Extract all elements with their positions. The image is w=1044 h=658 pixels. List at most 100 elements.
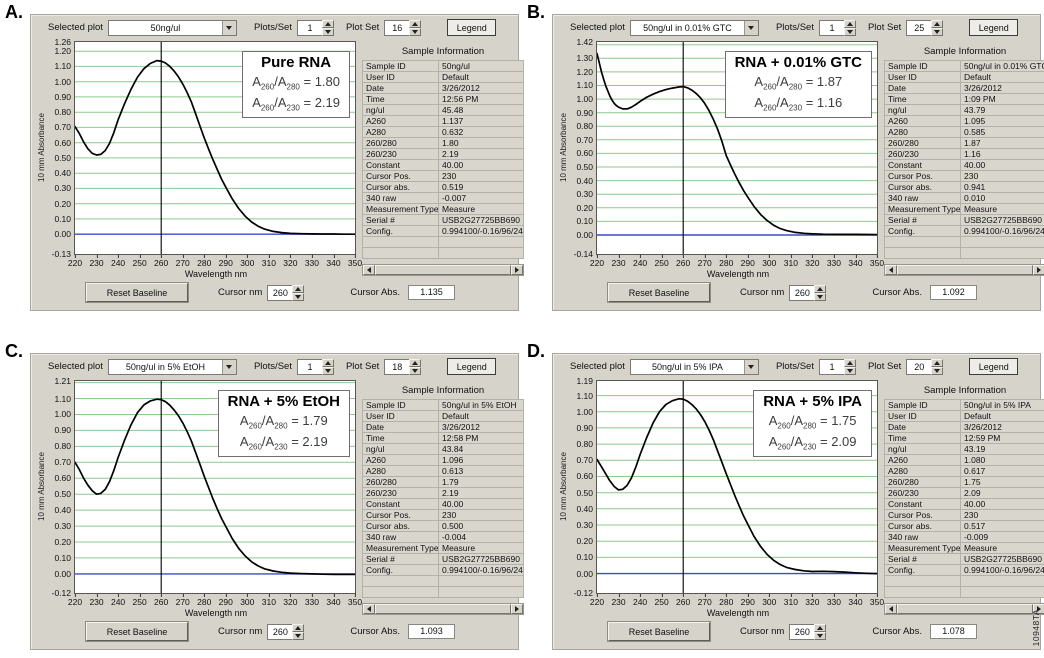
info-scrollbar[interactable] [884, 603, 1044, 615]
spin-up-icon[interactable] [292, 284, 305, 293]
spin-up-icon[interactable] [321, 358, 334, 367]
spin-up-icon[interactable] [931, 358, 944, 367]
plots-per-set-spinner[interactable]: 1 [296, 19, 334, 36]
reset-baseline-button[interactable]: Reset Baseline [608, 622, 710, 641]
x-axis-title: Wavelength nm [184, 608, 248, 618]
spin-up-icon[interactable] [931, 19, 944, 28]
info-value: Measure [438, 203, 524, 215]
legend-button[interactable]: Legend [969, 19, 1019, 36]
x-tick-label: 270 [697, 255, 712, 268]
info-row: Serial # USB2G27725BB690 [362, 553, 524, 565]
spin-down-icon[interactable] [931, 27, 944, 36]
spin-down-icon[interactable] [843, 366, 856, 375]
legend-button[interactable]: Legend [447, 19, 497, 36]
spin-up-icon[interactable] [843, 19, 856, 28]
scrollbar-thumb[interactable] [897, 604, 1033, 614]
info-row: User ID Default [362, 410, 524, 422]
spin-up-icon[interactable] [409, 358, 422, 367]
info-scrollbar[interactable] [362, 264, 524, 276]
legend-button[interactable]: Legend [447, 358, 497, 375]
spin-up-icon[interactable] [321, 19, 334, 28]
plot-set-spinner[interactable]: 20 [906, 358, 944, 375]
spin-up-icon[interactable] [843, 358, 856, 367]
spin-down-icon[interactable] [814, 631, 827, 640]
spin-down-icon[interactable] [321, 366, 334, 375]
info-label: ng/ul [884, 104, 961, 116]
reset-baseline-button[interactable]: Reset Baseline [86, 622, 188, 641]
cursor-abs-field[interactable]: 1.078 [929, 624, 977, 639]
spin-up-icon[interactable] [814, 284, 827, 293]
info-scrollbar[interactable] [884, 264, 1044, 276]
x-axis-ticks: 220 230 240 250 260 270 280 290 300 310 320 330 340 3… [68, 594, 362, 608]
info-value: 50ng/ul in 5% IPA [960, 399, 1044, 411]
chevron-down-icon[interactable] [221, 20, 236, 35]
plot-set-spinner[interactable]: 16 [384, 19, 422, 36]
chevron-down-icon[interactable] [743, 20, 758, 35]
scroll-right-icon[interactable] [511, 604, 523, 614]
info-value: 43.19 [960, 443, 1044, 455]
selected-plot-dropdown[interactable]: 50ng/ul [107, 19, 237, 36]
scroll-right-icon[interactable] [1033, 604, 1044, 614]
info-row: A280 0.632 [362, 126, 524, 138]
cursor-abs-field[interactable]: 1.093 [407, 624, 455, 639]
ratio-line: A260/A280 = 1.75 [768, 413, 857, 431]
plot-set-spinner[interactable]: 25 [906, 19, 944, 36]
annotation-box: RNA + 5% EtOH A260/A280 = 1.79 A260/A230 … [217, 390, 350, 458]
plots-per-set-spinner[interactable]: 1 [818, 19, 856, 36]
x-tick-label: 270 [697, 594, 712, 607]
info-scrollbar[interactable] [362, 603, 524, 615]
scrollbar-thumb[interactable] [897, 265, 1033, 275]
reset-baseline-button[interactable]: Reset Baseline [608, 283, 710, 302]
reset-baseline-button[interactable]: Reset Baseline [86, 283, 188, 302]
info-value: 0.519 [438, 181, 524, 193]
spin-up-icon[interactable] [409, 19, 422, 28]
y-axis-title: 10 mm Absorbance [37, 452, 46, 522]
selected-plot-dropdown[interactable]: 50ng/ul in 5% EtOH [107, 358, 237, 375]
cursor-abs-field[interactable]: 1.092 [929, 285, 977, 300]
plots-per-set-spinner[interactable]: 1 [818, 358, 856, 375]
y-tick-label: 1.19 [576, 376, 593, 386]
scroll-left-icon[interactable] [363, 265, 375, 275]
info-row: Sample ID 50ng/ul [362, 60, 524, 72]
cursor-abs-field[interactable]: 1.135 [407, 285, 455, 300]
x-tick-label: 230 [89, 255, 104, 268]
scrollbar-thumb[interactable] [375, 265, 511, 275]
y-tick-label: 0.90 [54, 91, 71, 102]
chevron-down-icon[interactable] [743, 359, 758, 374]
scroll-left-icon[interactable] [363, 604, 375, 614]
info-row: 260/230 2.19 [362, 487, 524, 499]
info-value [438, 247, 524, 259]
info-label: 340 raw [362, 531, 439, 543]
scroll-right-icon[interactable] [1033, 265, 1044, 275]
selected-plot-dropdown[interactable]: 50ng/ul in 5% IPA [629, 358, 759, 375]
spin-down-icon[interactable] [409, 366, 422, 375]
cursor-nm-spinner[interactable]: 260 [789, 623, 827, 640]
spin-down-icon[interactable] [292, 631, 305, 640]
spin-down-icon[interactable] [814, 292, 827, 301]
plot-set-value: 20 [906, 358, 932, 375]
scroll-left-icon[interactable] [885, 604, 897, 614]
cursor-nm-spinner[interactable]: 260 [267, 623, 305, 640]
scrollbar-thumb[interactable] [375, 604, 511, 614]
scroll-left-icon[interactable] [885, 265, 897, 275]
legend-button[interactable]: Legend [969, 358, 1019, 375]
spin-up-icon[interactable] [814, 623, 827, 632]
spin-down-icon[interactable] [843, 27, 856, 36]
cursor-nm-spinner[interactable]: 260 [267, 284, 305, 301]
spin-down-icon[interactable] [321, 27, 334, 36]
plots-per-set-spinner[interactable]: 1 [296, 358, 334, 375]
spin-up-icon[interactable] [292, 623, 305, 632]
cursor-abs-label: Cursor Abs. [350, 287, 400, 298]
spin-down-icon[interactable] [292, 292, 305, 301]
annotation-title: Pure RNA [261, 54, 332, 71]
chevron-down-icon[interactable] [221, 359, 236, 374]
x-tick-label: 330 [304, 594, 320, 607]
spin-down-icon[interactable] [409, 27, 422, 36]
selected-plot-dropdown[interactable]: 50ng/ul in 0.01% GTC [629, 19, 759, 36]
cursor-nm-spinner[interactable]: 260 [789, 284, 827, 301]
info-label: Time [362, 432, 439, 444]
scroll-right-icon[interactable] [511, 265, 523, 275]
y-tick-label: 0.60 [54, 137, 71, 148]
plot-set-spinner[interactable]: 18 [384, 358, 422, 375]
spin-down-icon[interactable] [931, 366, 944, 375]
